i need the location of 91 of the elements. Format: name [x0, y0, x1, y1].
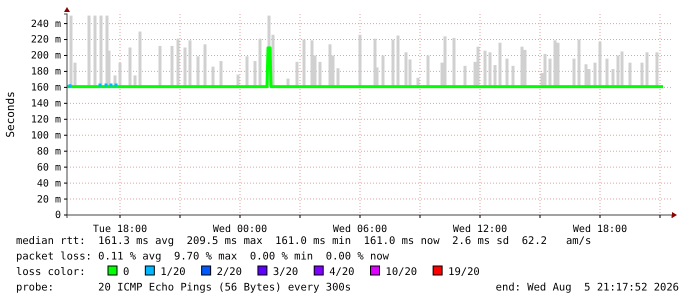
bar — [70, 16, 72, 87]
bar — [484, 50, 486, 87]
bar — [138, 32, 142, 87]
bar — [584, 64, 588, 87]
bar — [212, 66, 214, 87]
y-tick-label: 40 m — [36, 178, 61, 190]
legend-label: 1/20 — [160, 266, 186, 278]
text: probe: 20 ICMP Echo Pings (56 Bytes) every 300s — [16, 282, 352, 294]
bar — [296, 62, 298, 87]
bar — [328, 44, 332, 87]
bar — [88, 16, 90, 87]
y-tick-label: 200 m — [30, 50, 61, 62]
y-tick-label: 100 m — [30, 130, 61, 142]
bar — [444, 36, 446, 87]
bar — [246, 56, 248, 87]
legend-label: 3/20 — [272, 266, 298, 278]
bar — [392, 40, 394, 87]
bar — [404, 52, 408, 87]
bar — [188, 40, 192, 87]
bar — [258, 38, 262, 87]
x-tick-label: Wed 06:00 — [332, 224, 388, 235]
legend-title: loss color: — [16, 266, 86, 278]
text: end: Wed Aug 5 21:17:52 2026 — [496, 282, 679, 294]
y-tick-label: 0 — [54, 210, 61, 222]
bar — [336, 68, 340, 87]
bar — [656, 52, 658, 87]
bar — [204, 44, 206, 87]
legend-label: 0 — [123, 266, 130, 278]
x-tick-label: Wed 18:00 — [572, 224, 628, 235]
legend-label: 2/20 — [216, 266, 242, 278]
bar — [498, 42, 502, 87]
bar — [594, 62, 596, 87]
bar — [612, 69, 614, 87]
bar — [254, 61, 256, 87]
bar — [646, 52, 648, 87]
y-tick-label: 60 m — [36, 162, 61, 174]
bar — [100, 16, 102, 87]
y-tick-label: 20 m — [36, 194, 61, 206]
bar — [176, 38, 180, 87]
bar — [128, 48, 132, 87]
bar — [358, 34, 362, 87]
y-tick-label: 220 m — [30, 34, 61, 46]
y-tick-label: 120 m — [30, 114, 61, 126]
x-tick-label: Wed 12:00 — [452, 224, 508, 235]
bar — [184, 48, 186, 87]
bar — [94, 16, 96, 87]
bar — [606, 58, 608, 87]
bar — [476, 46, 480, 87]
bar — [196, 56, 200, 87]
bar — [310, 40, 314, 87]
x-tick-label: Tue 18:00 — [92, 224, 148, 235]
bar — [620, 51, 624, 87]
bar — [302, 40, 306, 87]
bar — [578, 40, 580, 87]
bar — [396, 36, 400, 87]
legend-label: 4/20 — [329, 266, 355, 278]
legend-label: 19/20 — [448, 266, 480, 278]
y-tick-label: 140 m — [30, 98, 61, 110]
bar — [572, 58, 576, 87]
y-axis-title: Seconds — [4, 91, 17, 138]
bar — [488, 52, 492, 87]
bar — [598, 42, 602, 87]
bar — [426, 55, 430, 87]
bar — [548, 58, 552, 87]
bar — [464, 66, 466, 87]
bar — [494, 65, 496, 87]
y-tick-label: 160 m — [30, 82, 61, 94]
text: packet loss: 0.11 % avg 9.70 % max 0.00 % min 0.00 % now — [16, 250, 390, 262]
text: median rtt: 161.3 ms avg 209.5 ms max 161.0 ms min 161.0 ms now 2.6 ms sd 62.2 am/s — [16, 235, 592, 247]
bar — [524, 50, 526, 87]
legend-label: 10/20 — [386, 266, 418, 278]
bar — [452, 38, 456, 87]
bar — [170, 46, 174, 87]
bar — [318, 62, 322, 87]
x-tick-label: Wed 00:00 — [212, 224, 268, 235]
bar — [628, 62, 632, 87]
bar — [506, 58, 508, 87]
bar — [520, 46, 524, 87]
bar — [554, 40, 556, 87]
bar — [640, 62, 644, 87]
bar — [544, 54, 546, 87]
bar — [220, 61, 222, 87]
y-tick-label: 80 m — [36, 146, 61, 158]
bar — [512, 66, 514, 87]
bar — [556, 42, 560, 87]
bar — [382, 55, 384, 87]
y-tick-label: 240 m — [30, 18, 61, 30]
bar — [158, 46, 162, 87]
bar — [118, 62, 122, 87]
bar — [616, 55, 620, 87]
y-tick-label: 180 m — [30, 66, 61, 78]
